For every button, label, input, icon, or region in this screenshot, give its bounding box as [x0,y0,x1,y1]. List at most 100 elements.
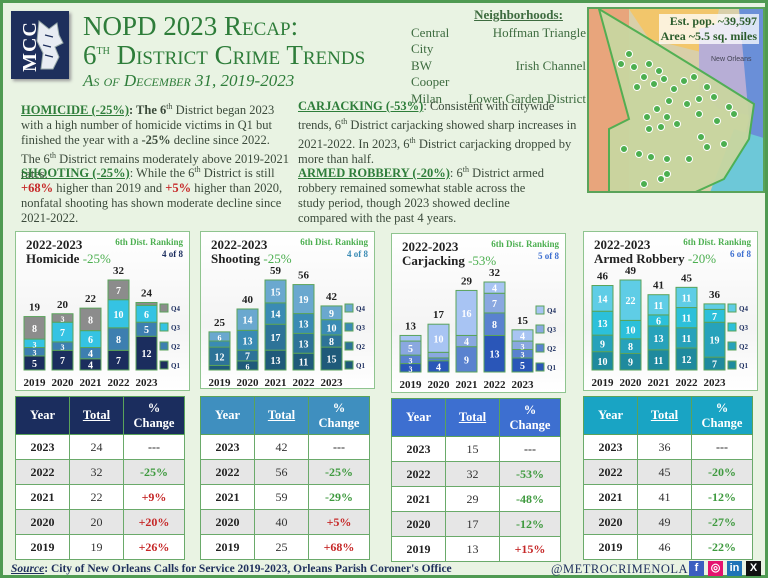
segment-label: 4 [520,331,525,342]
year-cell: 2021 [200,484,255,510]
legend-label: Q2 [547,345,556,353]
legend-swatch-q3 [727,322,737,332]
legend-label: Q2 [171,343,180,351]
change-cell: -12% [691,484,753,510]
neighborhood-item: Central City [411,25,450,56]
instagram-icon[interactable]: ◎ [708,561,723,576]
bar-segment-q4-2019 [208,331,231,342]
x-tick-label: 2020 [237,377,260,389]
legend-label: Q4 [547,307,556,315]
total-label: 24 [141,288,153,300]
column-header: Year [583,396,638,435]
bar-segment-q4-2021 [647,294,670,316]
carjacking-narrative: CARJACKING (-53%): Consistent with cityw… [298,99,577,167]
legend-label: Q2 [739,343,748,351]
table-row: 2019 13 +15% [391,536,561,562]
segment-label: 7 [116,356,121,367]
segment-label: 6 [246,362,250,371]
district-map: New Orleans Est. pop. ~39,597 Area ~5.5 … [587,7,765,193]
total-cell: 49 [637,509,692,535]
year-cell: 2019 [200,534,255,560]
total-cell: 40 [254,509,309,535]
total-label: 25 [214,317,226,329]
bar-segment-q4-2020 [427,323,450,353]
x-icon[interactable]: X [746,561,761,576]
segment-label: 4 [492,284,497,295]
chart-svg: 5338192019737320202044682220217810732202… [23,265,180,389]
table-row: 2022 56 -25% [200,459,370,485]
segment-label: 11 [682,293,691,304]
total-cell: 20 [69,509,124,535]
total-label: 32 [113,265,125,277]
segment-label: 6 [88,335,93,346]
segment-label: 9 [600,339,605,350]
legend-swatch-q4 [159,303,169,313]
total-label: 41 [653,280,664,292]
segment-label: 8 [329,337,334,348]
table-row: 2021 29 -48% [391,486,561,512]
segment-label: 12 [215,352,225,363]
segment-label: 15 [327,355,337,366]
total-cell: 41 [637,484,692,510]
bar-segment-q4-2022 [675,286,698,309]
legend-swatch-q4 [727,303,737,313]
total-label: 13 [405,320,417,332]
change-cell: --- [123,434,185,460]
change-cell: -22% [691,534,753,560]
area-text: Area ~5.5 sq. miles [660,29,757,43]
segment-label: 4 [88,360,93,371]
legend-swatch-q1 [159,360,169,370]
change-cell: +9% [123,484,185,510]
total-cell: 46 [637,534,692,560]
linkedin-icon[interactable]: in [727,561,742,576]
table-row: 2023 24 --- [15,434,185,460]
bar-segment-q4-2023 [320,305,343,321]
x-tick-label: 2021 [80,377,102,389]
segment-label: 3 [409,365,413,374]
ranking: 6th Dist. Ranking 6 of 8 [683,237,751,259]
map-stats: Est. pop. ~39,597 Area ~5.5 sq. miles [658,14,759,44]
total-label: 29 [461,275,473,287]
table-row: 2020 49 -27% [583,509,753,535]
social-handle[interactable]: @METROCRIMENOLA | [551,562,702,576]
bar-segment-q1-2019 [208,364,231,371]
change-cell: +15% [499,536,561,562]
change-cell: -53% [499,461,561,487]
legend-label: Q2 [356,343,365,351]
total-cell: 56 [254,459,309,485]
segment-label: 3 [33,340,37,349]
neighborhoods-list: Neighborhoods: Central City Hoffman Tria… [411,7,586,107]
segment-label: 7 [60,356,65,367]
year-cell: 2020 [200,509,255,535]
column-header: Total [254,396,309,435]
facebook-icon[interactable]: f [689,561,704,576]
x-tick-label: 2022 [108,377,131,389]
segment-label: 3 [409,356,413,365]
year-cell: 2022 [200,459,255,485]
segment-label: 6 [656,316,661,327]
year-cell: 2023 [391,436,446,462]
total-cell: 15 [445,436,500,462]
column-header: % Change [123,396,185,435]
total-label: 40 [242,294,254,306]
segment-label: 13 [271,356,281,367]
change-cell: +5% [308,509,370,535]
total-label: 20 [57,299,69,311]
year-cell: 2019 [583,534,638,560]
total-label: 45 [681,272,693,284]
segment-label: 11 [654,301,663,312]
x-tick-label: 2023 [136,377,159,389]
total-label: 17 [433,309,445,321]
table-row: 2023 42 --- [200,434,370,460]
bar-segment-q4-2020 [619,279,642,321]
year-cell: 2021 [391,486,446,512]
segment-label: 4 [436,362,441,373]
table-row: 2021 22 +9% [15,484,185,510]
segment-label: 7 [712,312,717,323]
chart-title: Armed Robbery -20% [594,251,717,266]
homicide-table: Year Total% Change 2023 24 --- 2022 32 -25% 2021 2… [15,396,185,560]
neighborhood-item: BW Cooper [411,58,450,89]
total-cell: 32 [445,461,500,487]
segment-label: 12 [682,355,692,366]
legend-label: Q1 [356,362,365,370]
